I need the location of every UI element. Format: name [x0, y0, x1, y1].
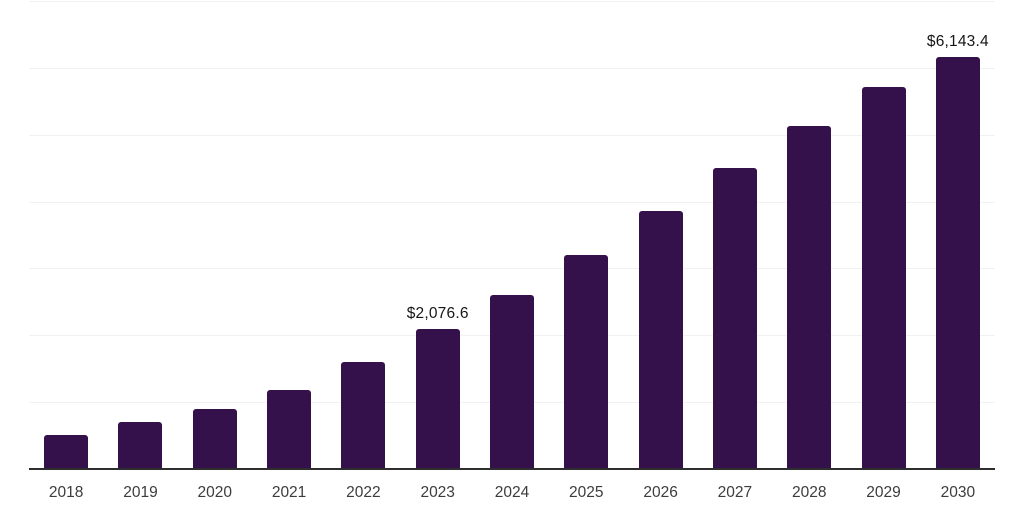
x-axis-tick-labels: 2018 2019 2020 2021 2022 2023 2024 2025 2026 2027… — [29, 484, 995, 504]
bar-2026 — [638, 211, 683, 468]
x-tick-label-2029: 2029 — [866, 484, 901, 501]
x-tick-label-2021: 2021 — [271, 484, 307, 501]
x-tick-label-2022: 2022 — [346, 484, 381, 501]
bar-2028 — [787, 125, 832, 468]
bar-2022 — [341, 361, 386, 468]
bar-2020 — [192, 409, 237, 468]
gridline — [29, 201, 995, 203]
value-label-2023: $2,076.6 — [406, 305, 469, 323]
x-axis-line — [29, 468, 995, 470]
bar-2019 — [118, 422, 163, 468]
bar-2025 — [564, 254, 609, 468]
plot-area: $2,076.6 $6,143.4 — [29, 0, 995, 470]
bar-2030 — [935, 57, 980, 468]
x-tick-label-2018: 2018 — [48, 484, 84, 501]
bar-2018 — [44, 435, 89, 468]
value-label-2030: $6,143.4 — [926, 33, 989, 51]
x-tick-label-2026: 2026 — [643, 484, 678, 501]
x-tick-label-2020: 2020 — [197, 484, 233, 501]
x-tick-label-2025: 2025 — [569, 484, 604, 501]
x-tick-label-2024: 2024 — [494, 484, 530, 501]
x-tick-label-2028: 2028 — [791, 484, 827, 501]
bar-2027 — [712, 167, 757, 468]
x-tick-label-2023: 2023 — [420, 484, 455, 501]
gridline — [29, 268, 995, 270]
x-tick-label-2019: 2019 — [123, 484, 158, 501]
gridline — [29, 67, 995, 69]
bar-2023 — [415, 329, 460, 468]
x-tick-label-2030: 2030 — [940, 484, 976, 501]
gridline — [29, 134, 995, 136]
x-tick-label-2027: 2027 — [717, 484, 753, 501]
bar-2024 — [490, 294, 534, 468]
bar-2021 — [267, 390, 312, 468]
bar-2029 — [861, 87, 906, 468]
gridline — [29, 1, 995, 2]
